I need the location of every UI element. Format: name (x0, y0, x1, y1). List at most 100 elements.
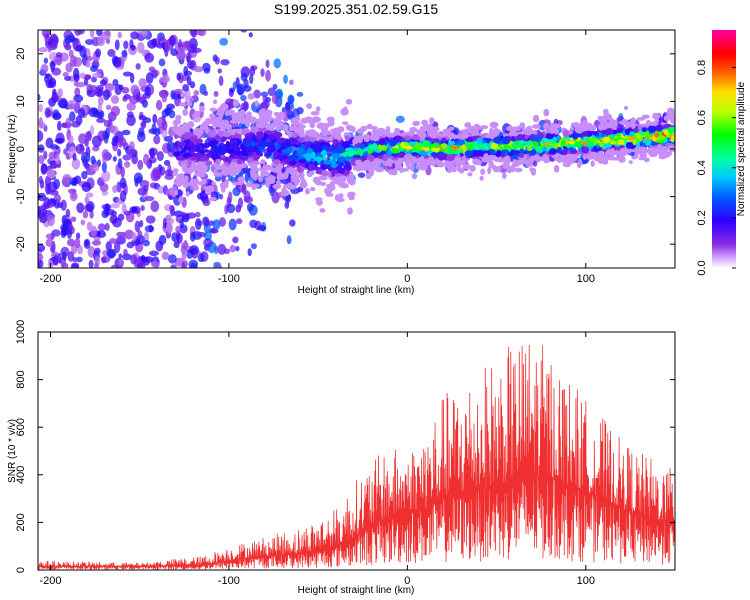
heatmap-cell (112, 156, 117, 162)
heatmap-cell (171, 126, 181, 132)
heatmap-cell (265, 123, 272, 131)
heatmap-cell (157, 185, 165, 194)
heatmap-cell (130, 31, 139, 40)
heatmap-cell (594, 132, 599, 138)
heatmap-cell (64, 75, 72, 81)
heatmap-cell (266, 178, 272, 185)
heatmap-cell (651, 121, 656, 127)
heatmap-cell (249, 169, 255, 176)
heatmap-cell (110, 105, 121, 117)
heatmap-cell (85, 146, 91, 157)
heatmap-cell (411, 173, 418, 180)
heatmap-cell (134, 220, 141, 233)
spectrogram-y-tick-label: 0 (15, 146, 27, 152)
heatmap-cell (89, 30, 95, 38)
heatmap-cell (117, 158, 123, 169)
heatmap-cell (122, 154, 132, 161)
heatmap-cell (245, 123, 251, 128)
heatmap-cell (653, 132, 659, 138)
heatmap-cell (173, 178, 179, 186)
spectrogram-x-tick-label: 0 (404, 273, 410, 285)
heatmap-cell (88, 107, 98, 118)
heatmap-cell (306, 172, 313, 177)
heatmap-cell (387, 160, 393, 168)
heatmap-cell (69, 111, 76, 122)
heatmap-cell (582, 137, 587, 143)
heatmap-cell (237, 176, 246, 183)
heatmap-cell (174, 141, 179, 149)
heatmap-cell (45, 73, 50, 79)
heatmap-cell (236, 116, 243, 123)
heatmap-cell (619, 152, 625, 160)
heatmap-cell (90, 125, 95, 136)
heatmap-cell (109, 238, 117, 244)
heatmap-cell (60, 223, 69, 232)
heatmap-cell (604, 121, 610, 128)
heatmap-cell (130, 84, 140, 96)
heatmap-cell (526, 147, 533, 152)
heatmap-cell (210, 227, 216, 234)
heatmap-cell (348, 173, 355, 181)
heatmap-cell (90, 155, 96, 165)
heatmap-cell (449, 134, 459, 140)
heatmap-cell (131, 232, 137, 242)
heatmap-cell (315, 135, 321, 141)
heatmap-cell (180, 147, 187, 154)
heatmap-cell (377, 127, 384, 134)
heatmap-cell (109, 125, 119, 135)
heatmap-cell (63, 148, 68, 156)
heatmap-cell (634, 151, 639, 159)
heatmap-cell (280, 189, 290, 197)
heatmap-cell (306, 147, 313, 155)
heatmap-cell (494, 165, 502, 172)
heatmap-cell (148, 66, 156, 73)
snr-y-tick-label: 400 (15, 466, 27, 484)
heatmap-cell (279, 137, 286, 144)
heatmap-cell (256, 118, 262, 123)
heatmap-cell (589, 151, 596, 159)
heatmap-cell (582, 131, 590, 137)
heatmap-cell (218, 112, 223, 121)
heatmap-cell (83, 238, 91, 250)
heatmap-cell (182, 165, 188, 172)
colorbar-label: Normalized spectral amplitude (736, 81, 747, 216)
heatmap-cell (178, 49, 186, 61)
heatmap-cell (520, 122, 526, 130)
heatmap-cell (52, 88, 57, 96)
heatmap-cell (609, 148, 616, 154)
heatmap-cell (88, 259, 94, 268)
heatmap-cell (44, 107, 51, 119)
heatmap-cell (104, 222, 110, 231)
snr-y-tick-label: 0 (15, 567, 27, 573)
heatmap-cell (122, 71, 133, 77)
spectrogram-x-tick-label: 100 (577, 273, 595, 285)
snr-series-line (38, 345, 675, 570)
heatmap-cell (387, 132, 395, 138)
heatmap-cell (205, 178, 213, 187)
heatmap-cell (623, 105, 629, 110)
heatmap-cell (655, 124, 663, 132)
heatmap-cell (306, 103, 313, 110)
heatmap-cell (628, 160, 633, 164)
heatmap-cell (235, 218, 243, 225)
heatmap-cell (123, 248, 128, 257)
heatmap-cell (586, 140, 594, 147)
heatmap-cell (170, 264, 177, 268)
spectrogram-y-tick-label: -10 (15, 189, 27, 205)
heatmap-cell (466, 143, 473, 149)
heatmap-cell (638, 148, 644, 155)
heatmap-cell (240, 30, 248, 33)
heatmap-cell (241, 148, 247, 156)
heatmap-cell (357, 172, 366, 178)
heatmap-cell (60, 262, 69, 268)
heatmap-cell (178, 131, 183, 137)
heatmap-cell (168, 35, 176, 46)
heatmap-cell (194, 211, 201, 218)
heatmap-cell (181, 252, 187, 260)
heatmap-cell (203, 238, 213, 248)
heatmap-cell (160, 75, 171, 84)
heatmap-cell (424, 126, 434, 133)
heatmap-cell (114, 84, 122, 96)
heatmap-cell (145, 72, 154, 84)
heatmap-cell (430, 152, 439, 157)
